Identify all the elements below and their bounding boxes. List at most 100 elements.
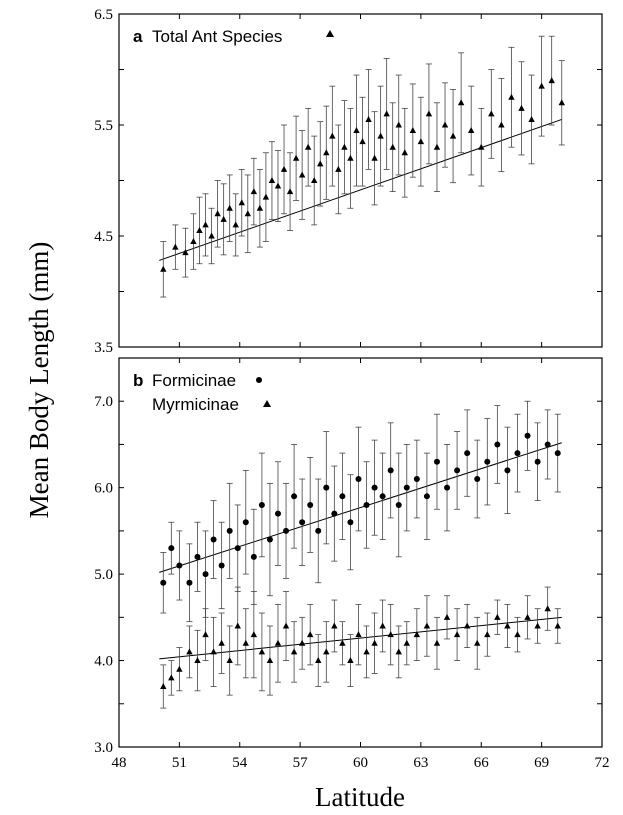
data-point-triangle (234, 622, 241, 629)
x-axis-title: Latitude (315, 782, 405, 812)
data-point-circle (454, 467, 461, 474)
y-tick-label: 7.0 (94, 394, 113, 410)
panel-b-legend-myrmicinae: Myrmicinae (152, 395, 239, 414)
data-point-triangle (262, 193, 270, 200)
data-point-triangle (377, 132, 384, 139)
data-point-triangle (528, 115, 535, 122)
panel-b-legend-formicinae: Formicinae (152, 371, 236, 390)
y-tick-label: 4.0 (94, 654, 113, 670)
x-tick-label: 66 (474, 755, 490, 771)
data-point-circle (242, 519, 249, 526)
data-point-triangle (371, 639, 378, 646)
data-point-triangle (208, 232, 215, 239)
data-point-triangle (226, 657, 233, 664)
data-point-circle (291, 493, 298, 500)
data-point-circle (299, 519, 306, 526)
x-tick-label: 54 (232, 755, 248, 771)
fit-line (159, 442, 562, 573)
data-point-triangle (298, 639, 306, 646)
data-point-circle (160, 579, 167, 586)
data-point-triangle (282, 622, 290, 629)
data-point-circle (504, 467, 511, 474)
data-point-triangle (359, 138, 366, 145)
data-point-triangle (186, 648, 193, 655)
data-point-circle (395, 501, 402, 508)
data-point-circle (210, 536, 217, 543)
panel-b-frame (118, 357, 603, 748)
data-point-triangle (514, 631, 521, 638)
data-point-triangle (548, 77, 555, 84)
data-point-circle (168, 545, 175, 552)
data-point-triangle (457, 99, 465, 106)
data-point-triangle (286, 188, 294, 195)
data-point-triangle (425, 110, 433, 117)
x-tick-label: 51 (172, 755, 187, 771)
data-point-circle (307, 501, 314, 508)
data-point-triangle (202, 631, 209, 638)
tick-labels: 3.5 4.5 5.5 6.5 3.0 4.0 5.0 6.0 7.0 48 51 54 57 60 63 6… (94, 7, 609, 771)
x-tick-label: 72 (595, 755, 610, 771)
y-axis-title: Mean Body Length (mm) (24, 242, 54, 519)
data-point-circle (484, 458, 491, 465)
data-point-circle (363, 501, 370, 508)
data-point-triangle (266, 657, 274, 664)
data-point-triangle (347, 657, 354, 664)
data-point-triangle (274, 639, 282, 646)
panel-a-frame (118, 13, 603, 348)
data-point-triangle (467, 127, 475, 134)
data-point-triangle (558, 99, 565, 106)
data-point-triangle (210, 648, 217, 655)
x-tick-label: 57 (293, 755, 309, 771)
data-point-triangle (524, 613, 531, 620)
data-point-triangle (347, 154, 354, 161)
fit-line (159, 118, 562, 261)
data-point-triangle (202, 221, 209, 228)
data-point-circle (266, 536, 273, 543)
data-point-triangle (226, 204, 233, 211)
data-point-triangle (474, 639, 481, 646)
legend-circle-icon (256, 377, 262, 383)
data-point-triangle (488, 110, 495, 117)
data-point-triangle (478, 143, 485, 150)
data-point-triangle (315, 657, 322, 664)
data-point-triangle (290, 648, 298, 655)
data-point-circle (403, 484, 410, 491)
y-tick-label: 6.5 (94, 7, 113, 23)
data-point-triangle (218, 639, 225, 646)
y-tick-label: 3.5 (94, 340, 113, 356)
data-point-circle (464, 450, 471, 457)
legend-triangle-icon (326, 30, 334, 37)
data-point-triangle (443, 613, 451, 620)
data-point-triangle (306, 631, 314, 638)
data-point-triangle (371, 154, 378, 161)
data-point-triangle (317, 160, 324, 167)
data-point-circle (234, 545, 241, 552)
data-point-triangle (379, 622, 386, 629)
data-point-triangle (453, 631, 461, 638)
data-point-circle (514, 450, 521, 457)
panel-b-ticks (118, 357, 603, 748)
data-point-triangle (363, 648, 370, 655)
y-tick-label: 5.5 (94, 118, 113, 134)
panel-b-letter: b (133, 371, 143, 390)
data-point-triangle (339, 639, 346, 646)
data-point-triangle (176, 665, 183, 672)
data-point-triangle (160, 265, 167, 272)
data-point-triangle (160, 682, 167, 689)
x-tick-label: 63 (413, 755, 428, 771)
data-point-triangle (534, 622, 541, 629)
data-point-triangle (242, 639, 249, 646)
data-point-triangle (194, 657, 201, 664)
data-point-triangle (433, 639, 441, 646)
data-point-circle (323, 484, 330, 491)
data-point-triangle (280, 165, 288, 172)
data-point-triangle (214, 210, 221, 217)
data-point-circle (258, 501, 265, 508)
data-point-circle (202, 571, 209, 578)
data-point-triangle (423, 622, 431, 629)
data-point-triangle (395, 121, 402, 128)
x-tick-label: 69 (534, 755, 549, 771)
data-point-triangle (387, 631, 394, 638)
data-point-circle (274, 510, 281, 517)
data-point-triangle (238, 199, 245, 206)
